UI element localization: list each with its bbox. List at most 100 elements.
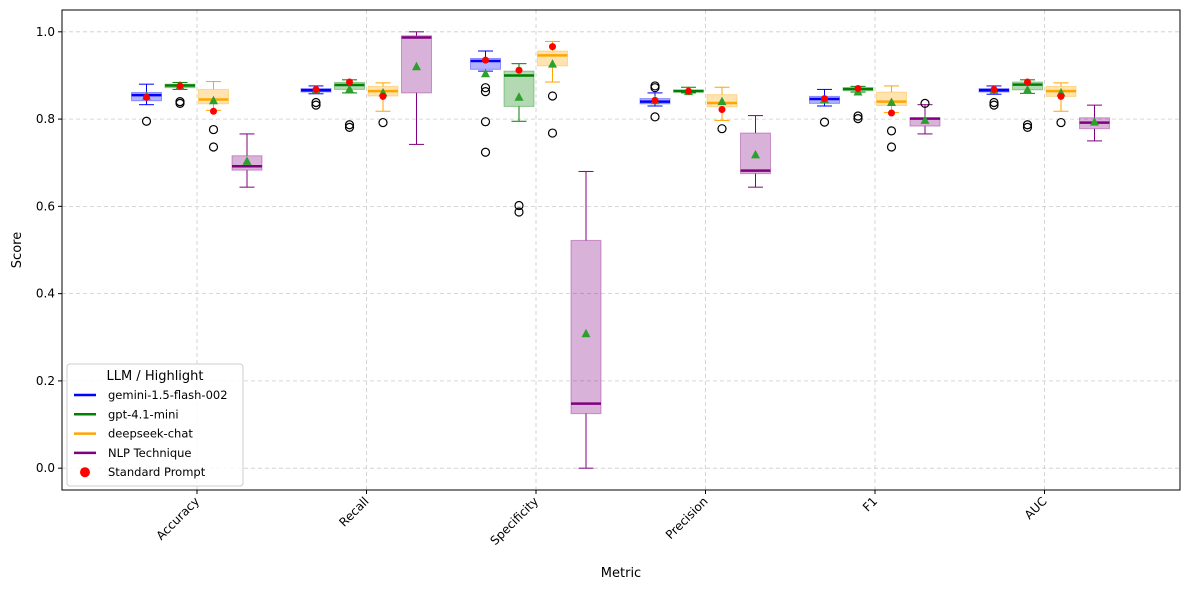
standard-prompt-point	[176, 82, 184, 90]
outlier-point	[547, 91, 558, 101]
mean-marker	[412, 61, 421, 71]
outlier-point	[175, 98, 185, 108]
outlier-point	[344, 120, 355, 130]
standard-prompt-point	[346, 78, 353, 86]
standard-prompt-point	[312, 85, 320, 93]
y-tick-label: 0.8	[36, 112, 55, 126]
standard-prompt-point	[718, 105, 726, 113]
x-tick-label-specificity: Specificity	[487, 494, 541, 548]
outlier-point	[886, 126, 897, 136]
legend-label: gemini-1.5-flash-002	[108, 388, 228, 402]
legend-dot-swatch	[80, 467, 90, 478]
outlier-point	[717, 124, 727, 134]
standard-prompt-point	[888, 109, 895, 117]
mean-marker	[581, 328, 591, 338]
mean-marker	[1023, 84, 1032, 94]
y-axis-label: Score	[10, 232, 25, 268]
outlier-point	[650, 83, 660, 93]
standard-prompt-point	[379, 92, 387, 100]
outlier-point	[480, 117, 491, 127]
legend-entry: Standard Prompt	[80, 465, 206, 479]
outlier-point	[311, 97, 321, 108]
mean-marker	[887, 97, 896, 107]
outlier-point	[1056, 117, 1066, 128]
legend-entry: deepseek-chat	[74, 427, 193, 441]
standard-prompt-point	[482, 56, 489, 64]
series-gemini-1-5-flash-002	[131, 50, 1010, 157]
x-axis-label: Metric	[601, 566, 641, 581]
outlier-point	[819, 117, 830, 127]
standard-prompt-point	[854, 85, 862, 93]
outlier-point	[480, 83, 491, 93]
mean-marker	[920, 115, 930, 124]
outlier-point	[378, 117, 388, 128]
x-tick-label-accuracy: Accuracy	[153, 494, 202, 543]
standard-prompt-point	[1024, 78, 1031, 86]
standard-prompt-point	[515, 66, 523, 74]
outlier-point	[1022, 122, 1033, 132]
mean-marker	[1090, 117, 1099, 126]
mean-marker	[345, 84, 354, 93]
outlier-point	[514, 207, 524, 217]
y-tick-label: 0.6	[36, 199, 55, 213]
legend-title: LLM / Highlight	[106, 369, 203, 384]
standard-prompt-point	[1057, 92, 1065, 100]
y-tick-label: 0.0	[36, 461, 55, 475]
standard-prompt-point	[143, 93, 150, 101]
standard-prompt-point	[685, 87, 692, 95]
y-tick-label: 0.2	[36, 374, 55, 388]
outlier-point	[989, 100, 999, 110]
legend-entry: gemini-1.5-flash-002	[74, 388, 228, 402]
series-gpt-4-1-mini	[164, 63, 1043, 217]
mean-marker	[548, 59, 557, 68]
plot-area-frame	[61, 9, 1181, 491]
outlier-point	[920, 98, 930, 108]
legend: LLM / Highlight gemini-1.5-flash-002 gpt-4…	[66, 363, 244, 487]
box	[740, 132, 771, 175]
y-tick-label: 1.0	[36, 25, 55, 39]
outlier-point	[853, 114, 863, 124]
x-tick-label-auc: AUC	[1022, 494, 1050, 522]
outlier-point	[344, 122, 355, 132]
outlier-point	[480, 147, 491, 157]
outlier-point	[208, 124, 219, 135]
y-tick-label: 0.4	[36, 287, 55, 301]
legend-entry: gpt-4.1-mini	[74, 407, 179, 421]
outlier-point	[514, 200, 524, 211]
outlier-point	[480, 86, 491, 97]
outlier-point	[989, 97, 999, 108]
outlier-point	[886, 142, 897, 152]
series-nlp-technique	[231, 31, 1110, 469]
legend-label: Standard Prompt	[108, 465, 206, 479]
outlier-point	[650, 112, 660, 122]
outlier-point	[141, 116, 152, 126]
mean-marker	[242, 156, 252, 165]
box	[503, 70, 535, 107]
legend-label: gpt-4.1-mini	[108, 407, 179, 421]
standard-prompt-point	[990, 85, 998, 93]
outlier-point	[547, 128, 558, 138]
standard-prompt-point	[651, 96, 659, 104]
legend-label: NLP Technique	[108, 446, 192, 460]
box	[570, 239, 602, 415]
x-tick-label-f1: F1	[860, 494, 880, 514]
x-tick-label-recall: Recall	[336, 494, 371, 529]
outlier-point	[1022, 120, 1033, 130]
mean-marker	[514, 92, 524, 101]
standard-prompt-point	[549, 43, 556, 51]
grid-lines	[62, 10, 1180, 490]
mean-marker	[717, 96, 727, 106]
standard-prompt-point	[210, 107, 217, 115]
standard-prompt-point	[821, 95, 828, 103]
outlier-point	[311, 100, 321, 110]
mean-marker	[481, 68, 490, 78]
legend-entry: NLP Technique	[74, 446, 192, 460]
mean-marker	[751, 149, 760, 159]
mean-marker	[209, 95, 218, 105]
x-tick-label-precision: Precision	[663, 494, 711, 542]
outlier-point	[208, 142, 219, 152]
legend-box	[66, 363, 244, 487]
outlier-point	[853, 111, 863, 121]
legend-label: deepseek-chat	[108, 427, 193, 441]
